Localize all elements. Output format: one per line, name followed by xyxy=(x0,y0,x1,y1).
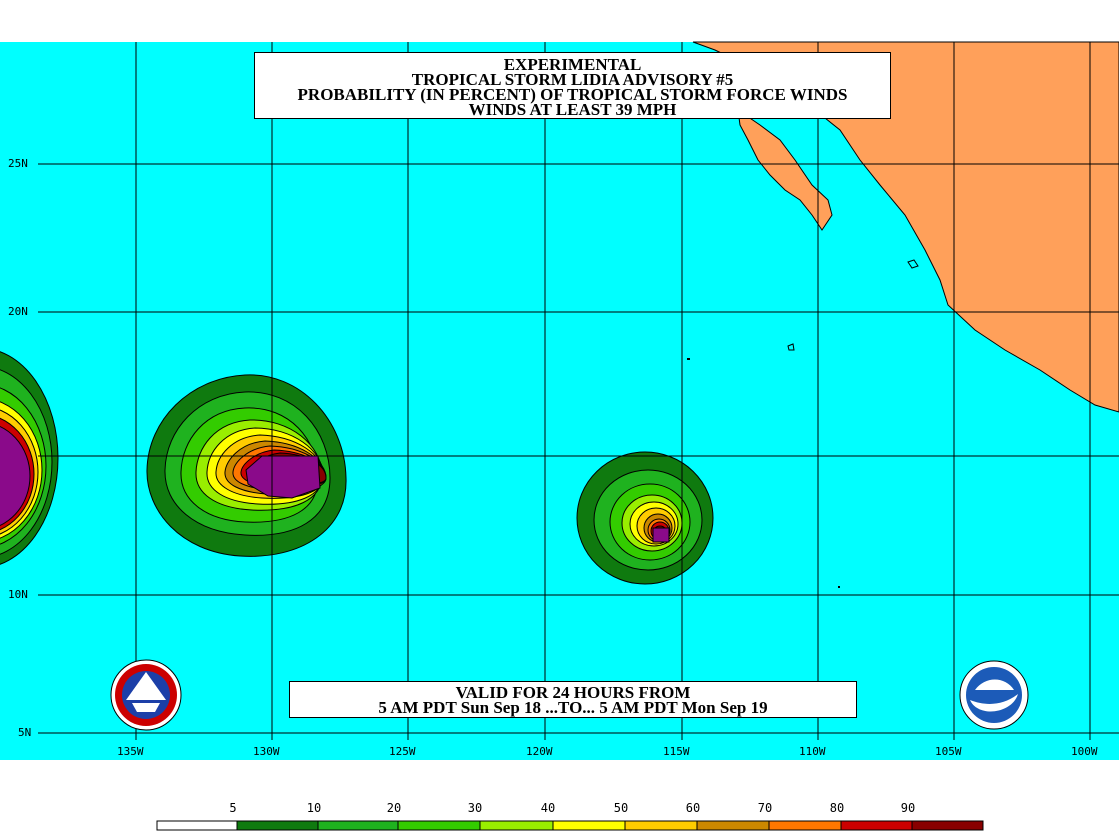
lon-label-110w: 110W xyxy=(799,745,826,758)
lat-label-5n: 5N xyxy=(18,726,32,739)
title-line-1: EXPERIMENTAL xyxy=(503,55,642,74)
legend-swatch xyxy=(479,820,554,831)
storm-probability-central xyxy=(146,374,347,557)
title-line-3: PROBABILITY (IN PERCENT) OF TROPICAL STO… xyxy=(297,85,848,104)
lon-label-125w: 125W xyxy=(389,745,416,758)
legend-swatch xyxy=(768,820,842,831)
lon-label-100w: 100W xyxy=(1071,745,1098,758)
valid-line-2: 5 AM PDT Sun Sep 18 ...TO... 5 AM PDT Mo… xyxy=(378,698,768,717)
title-line-4: WINDS AT LEAST 39 MPH xyxy=(468,100,677,119)
lat-label-10n: 10N xyxy=(8,588,28,601)
legend-label-10: 10 xyxy=(306,801,322,815)
legend-label-80: 80 xyxy=(829,801,845,815)
lon-label-115w: 115W xyxy=(663,745,690,758)
legend-label-5: 5 xyxy=(229,801,237,815)
legend-label-40: 40 xyxy=(540,801,556,815)
legend-swatch xyxy=(911,820,984,831)
legend-swatch xyxy=(317,820,399,831)
island xyxy=(687,358,690,360)
valid-line-1: VALID FOR 24 HOURS FROM xyxy=(455,683,691,702)
storm-probability-west xyxy=(0,351,59,565)
lon-label-120w: 120W xyxy=(526,745,553,758)
legend-swatch xyxy=(156,820,238,831)
legend-swatch xyxy=(236,820,319,831)
legend-swatch xyxy=(552,820,626,831)
island xyxy=(838,586,840,588)
lat-label-20n: 20N xyxy=(8,305,28,318)
legend-label-60: 60 xyxy=(685,801,701,815)
legend-swatch xyxy=(840,820,913,831)
lon-label-135w: 135W xyxy=(117,745,144,758)
legend-swatch xyxy=(624,820,698,831)
legend-bar xyxy=(156,820,984,831)
valid-period-box: VALID FOR 24 HOURS FROM 5 AM PDT Sun Sep… xyxy=(289,681,857,718)
island xyxy=(907,259,919,269)
baja-california xyxy=(737,108,833,231)
legend-label-30: 30 xyxy=(467,801,483,815)
lat-label-25n: 25N xyxy=(8,157,28,170)
legend-swatch xyxy=(397,820,481,831)
storm-probability-east xyxy=(576,451,714,585)
graticule xyxy=(38,42,1119,740)
legend-label-70: 70 xyxy=(757,801,773,815)
title-box: EXPERIMENTAL TROPICAL STORM LIDIA ADVISO… xyxy=(254,52,891,119)
legend-label-20: 20 xyxy=(386,801,402,815)
legend-label-90: 90 xyxy=(900,801,916,815)
title-line-2: TROPICAL STORM LIDIA ADVISORY #5 xyxy=(411,70,734,89)
noaa-logo-icon xyxy=(959,660,1029,730)
lon-label-130w: 130W xyxy=(253,745,280,758)
legend-swatch xyxy=(696,820,770,831)
island xyxy=(787,343,795,351)
legend-label-50: 50 xyxy=(613,801,629,815)
nws-logo-icon xyxy=(110,659,182,731)
lon-label-105w: 105W xyxy=(935,745,962,758)
